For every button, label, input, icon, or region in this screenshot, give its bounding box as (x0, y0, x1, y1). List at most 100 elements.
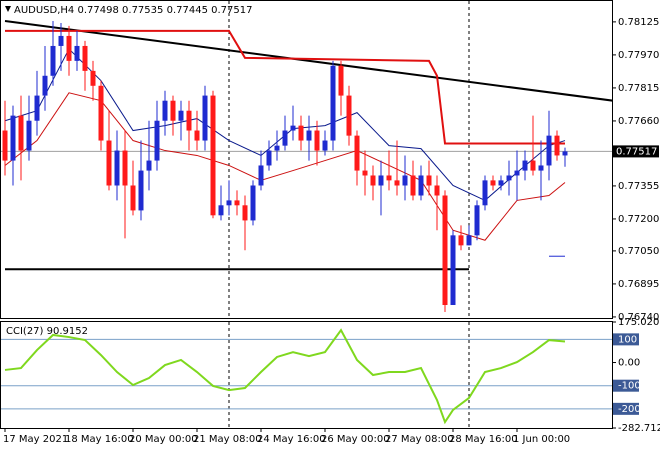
y-tick-label: 0.77355 (618, 181, 659, 192)
candle-body (138, 170, 144, 211)
last-high: 0.77535 (122, 5, 163, 16)
candle-body (90, 70, 96, 86)
candle-body (130, 185, 136, 211)
symbol: AUDUSD,H4 (14, 5, 74, 16)
candle-body (514, 170, 520, 176)
x-tick-label: 18 May 16:00 (65, 434, 134, 445)
candle-body (170, 100, 176, 121)
candle-body (386, 175, 392, 181)
candle-body (82, 45, 88, 71)
candle-body (402, 175, 408, 186)
candle-body (10, 115, 16, 161)
x-tick-label: 17 May 2021 (3, 434, 68, 445)
cci-level-tag (613, 402, 639, 415)
cci-tick-label: -100 (618, 381, 641, 392)
candle-body (338, 65, 344, 96)
indicator-line (4, 20, 612, 102)
x-tick-label: 27 May 08:00 (385, 434, 454, 445)
candle-body (186, 110, 192, 131)
last-close: 0.77517 (211, 5, 252, 16)
candle-body (410, 175, 416, 196)
candle-body (498, 180, 504, 186)
candle-body (458, 235, 464, 246)
main-plot (1, 1, 612, 318)
candle-body (234, 200, 240, 206)
candle-body (194, 130, 200, 141)
candle-body (18, 115, 24, 151)
candle-body (434, 185, 440, 196)
candle-body (330, 65, 336, 141)
cci-tick-label: -200 (618, 404, 641, 415)
candle-body (114, 150, 120, 186)
candle-body (178, 110, 184, 121)
candle-body (546, 135, 552, 166)
candle-body (362, 170, 368, 176)
x-tick-label: 26 May 00:00 (321, 434, 390, 445)
x-tick-label: 24 May 16:00 (257, 434, 326, 445)
y-tick-label: 0.77970 (618, 50, 659, 61)
y-tick-label: 0.76740 (618, 312, 659, 323)
candle-body (450, 235, 456, 306)
candle-body (250, 185, 256, 221)
y-tick-label: 0.78125 (618, 17, 659, 28)
main-panel-frame (0, 0, 613, 319)
candle-body (26, 120, 32, 151)
price-tag-label: 0.77517 (616, 146, 657, 157)
candle-body (466, 235, 472, 246)
candle-body (242, 205, 248, 221)
candle-body (442, 195, 448, 306)
candle-body (42, 75, 48, 96)
candle-body (58, 35, 64, 46)
x-tick-label: 1 Jun 00:00 (513, 434, 570, 445)
candle-body (98, 85, 104, 141)
candle-body (474, 205, 480, 236)
candle-body (306, 130, 312, 141)
candle-body (154, 120, 160, 161)
candle-body (418, 175, 424, 196)
candle-body (274, 145, 280, 151)
y-tick-label: 0.77815 (618, 83, 659, 94)
candle-body (74, 45, 80, 61)
candle-body (482, 180, 488, 206)
cci-panel-frame (0, 321, 613, 429)
candle-body (258, 165, 264, 186)
candle-body (490, 180, 496, 186)
candle-body (322, 140, 328, 151)
candle-body (146, 160, 152, 171)
cci-level-tag (613, 379, 639, 392)
candle-body (290, 125, 296, 131)
cci-header: CCI(27) 90.9152 (6, 326, 88, 337)
candle-body (66, 35, 72, 61)
cci-tick-label: -282.712 (618, 423, 660, 434)
y-tick-label: 0.77200 (618, 214, 659, 225)
candle-body (314, 130, 320, 151)
indicator-line (5, 29, 565, 145)
x-tick-label: 28 May 16:00 (449, 434, 518, 445)
y-tick-label: 0.77050 (618, 246, 659, 257)
price-tag (613, 145, 659, 158)
candle-body (282, 130, 288, 146)
x-tick-label: 21 May 08:00 (193, 434, 262, 445)
candle-body (522, 160, 528, 171)
cci-tick-label: 0.00 (618, 358, 640, 369)
indicator-line (4, 328, 566, 425)
candle-body (162, 100, 168, 121)
cci-name: CCI(27) (6, 326, 44, 337)
candle-body (218, 205, 224, 216)
candle-body (426, 175, 432, 186)
last-low: 0.77445 (167, 5, 208, 16)
last-open: 0.77498 (77, 5, 118, 16)
x-tick-label: 20 May 00:00 (129, 434, 198, 445)
cci-plot (1, 322, 612, 428)
candle-body (298, 125, 304, 141)
candle-body (370, 175, 376, 186)
candle-body (2, 130, 8, 161)
candle-body (378, 175, 384, 186)
cci-tick-label: 100 (618, 334, 637, 345)
candle-body (266, 150, 272, 166)
symbol-icon (5, 6, 11, 12)
y-tick-label: 0.76895 (618, 279, 659, 290)
chart-header: AUDUSD,H4 0.77498 0.77535 0.77445 0.7751… (14, 5, 252, 16)
